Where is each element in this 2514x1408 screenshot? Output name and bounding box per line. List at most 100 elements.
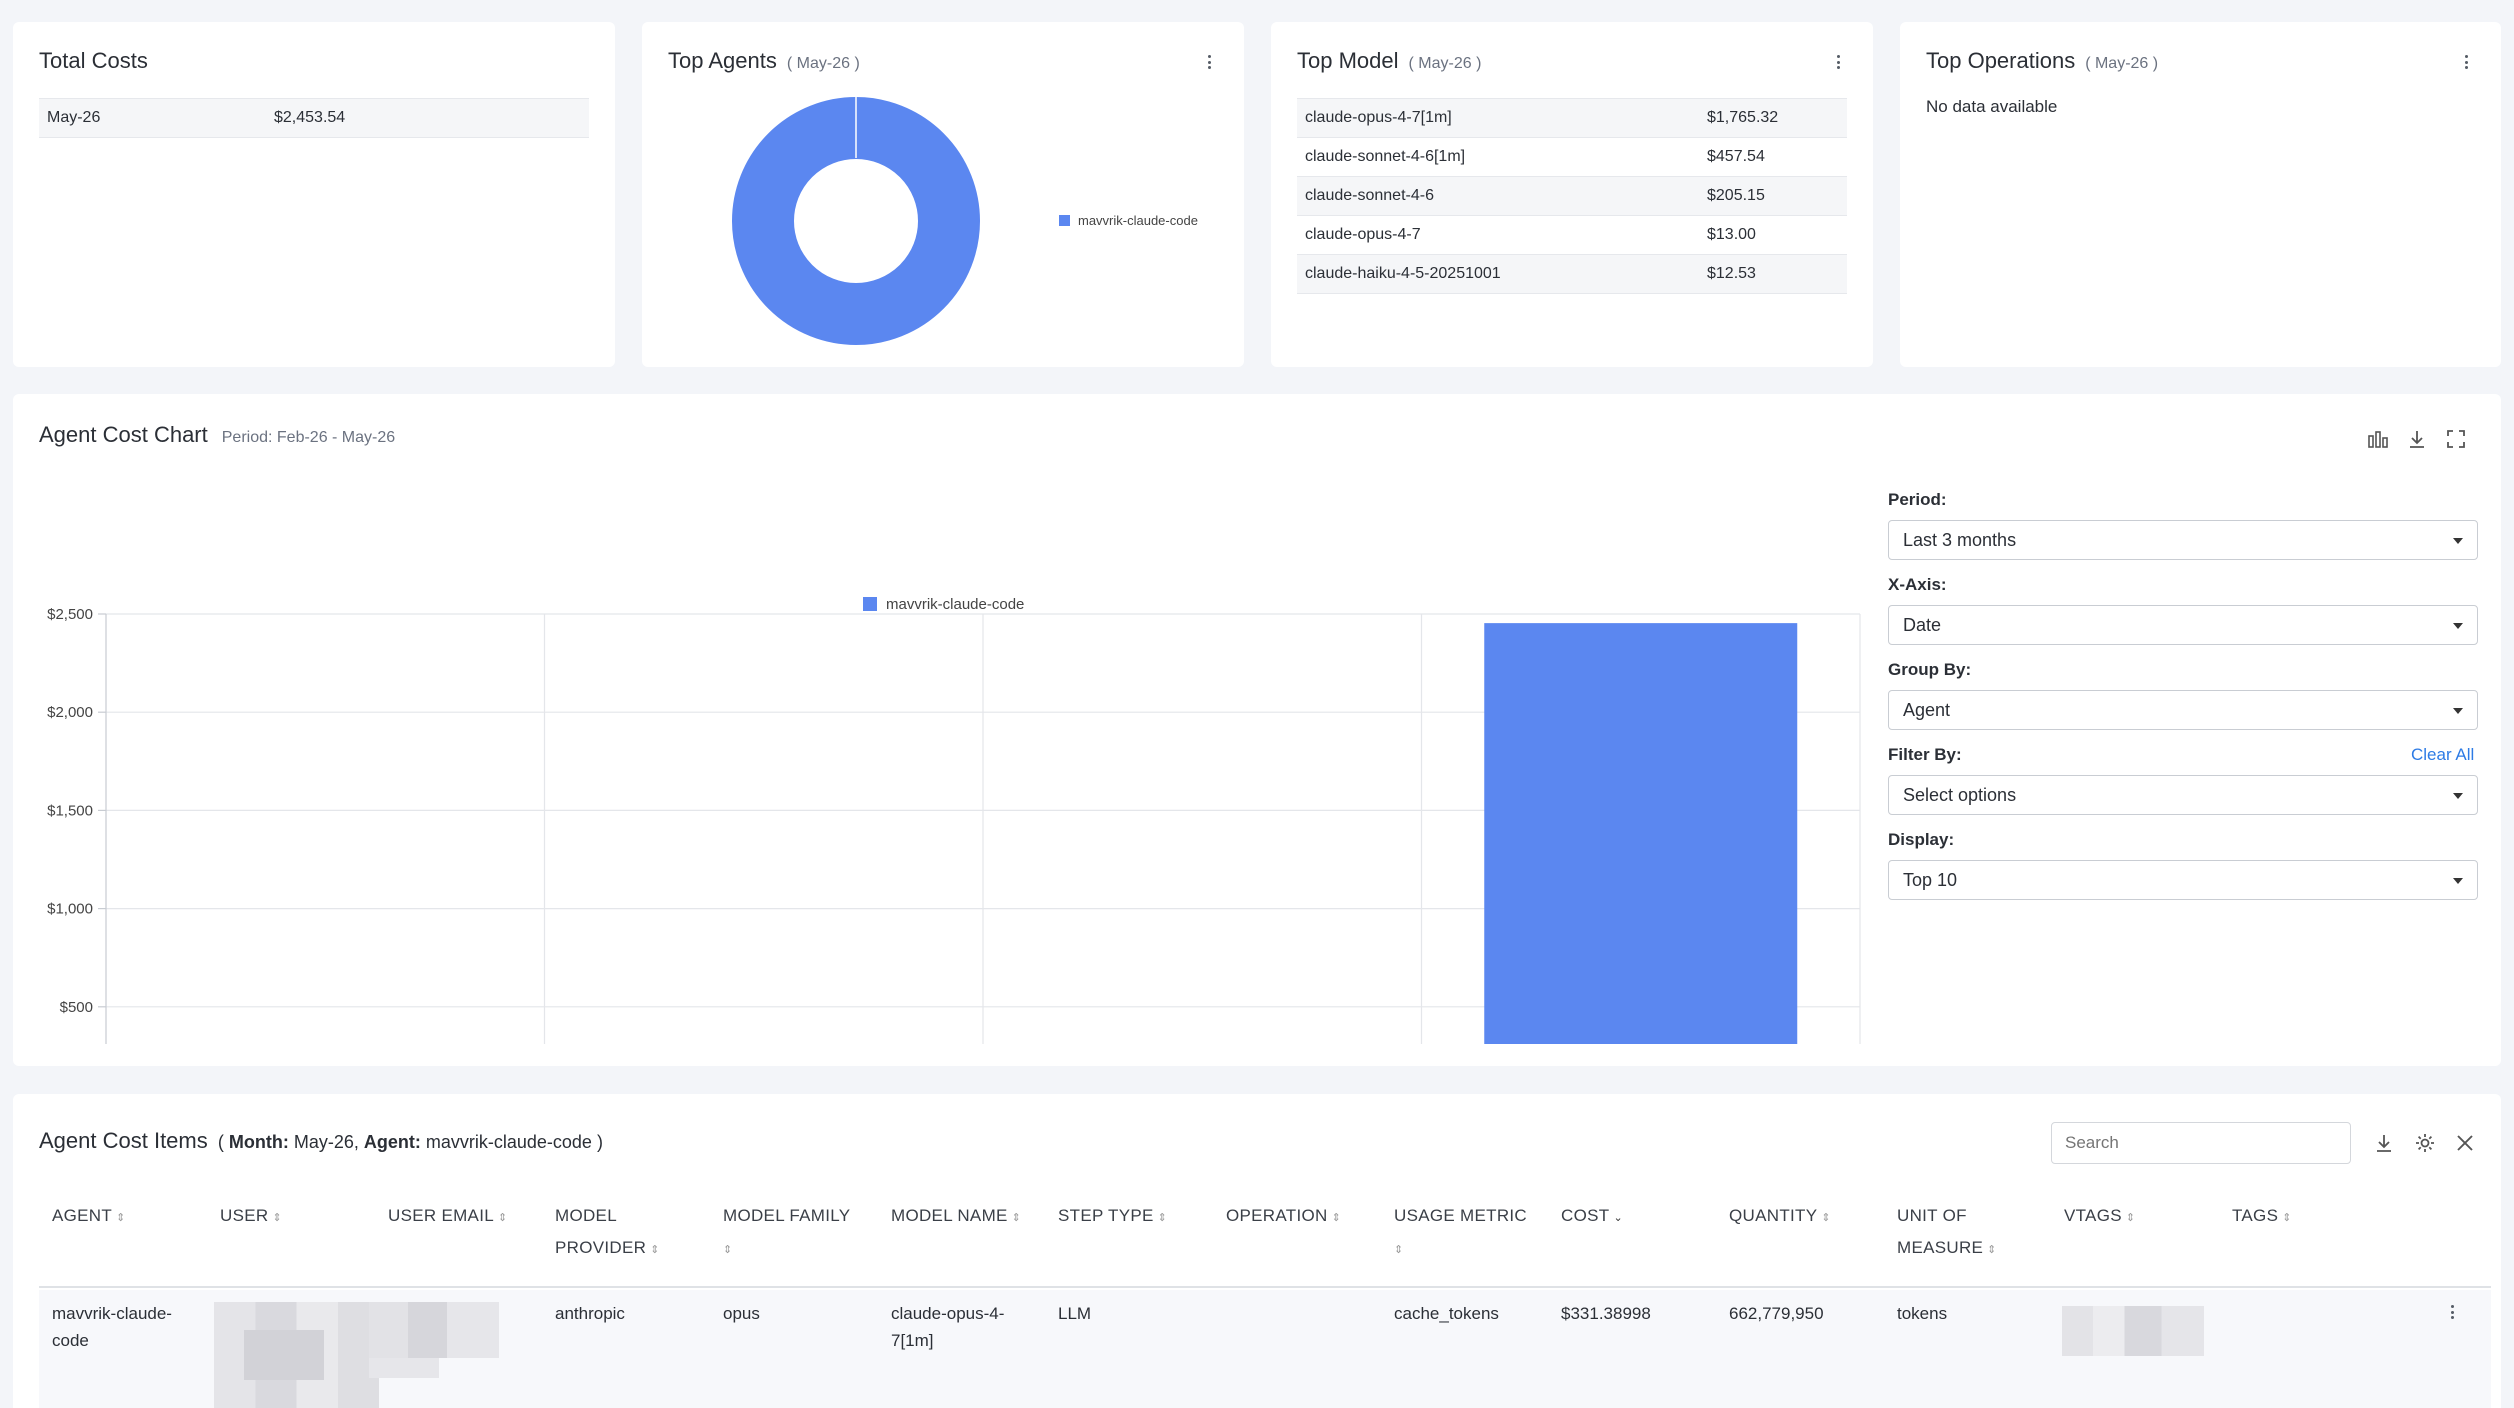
sort-icon: ⇕ <box>1011 1212 1022 1224</box>
agent-cost-chart-title-text: Agent Cost Chart <box>39 422 208 447</box>
col-unit-label-1: UNIT OF <box>1897 1206 1967 1225</box>
sort-icon: ⇕ <box>1157 1212 1168 1224</box>
top-operations-title: Top Operations ( May-26 ) <box>1926 48 2158 74</box>
y-tick-label: $2,000 <box>47 704 93 721</box>
legend-swatch <box>863 597 877 611</box>
cell-step-type: LLM <box>1058 1304 1092 1323</box>
cell-model-provider: anthropic <box>555 1304 625 1323</box>
xaxis-select[interactable]: Date <box>1888 605 2478 645</box>
top-operations-card: Top Operations ( May-26 ) No data availab… <box>1900 22 2501 367</box>
top-operations-period: ( May-26 ) <box>2085 55 2159 72</box>
top-operations-title-text: Top Operations <box>1926 48 2076 73</box>
download-icon[interactable] <box>2373 1132 2395 1154</box>
col-user-label: USER <box>220 1206 269 1225</box>
col-user-email[interactable]: USER EMAIL ⇕ <box>388 1200 508 1234</box>
col-unit-label-2: MEASURE <box>1897 1238 1984 1257</box>
y-tick-label: $1,000 <box>47 901 93 918</box>
col-quantity[interactable]: QUANTITY ⇕ <box>1729 1200 1831 1234</box>
model-name: claude-sonnet-4-6 <box>1297 176 1699 216</box>
period-select[interactable]: Last 3 months <box>1888 520 2478 560</box>
col-cost[interactable]: COST ⌄ <box>1561 1200 1623 1234</box>
cell-unit: tokens <box>1897 1304 1948 1323</box>
col-model-name[interactable]: MODEL NAME ⇕ <box>891 1200 1021 1234</box>
chevron-down-icon <box>2453 878 2463 884</box>
chevron-down-icon <box>2453 708 2463 714</box>
col-tags[interactable]: TAGS ⇕ <box>2232 1200 2292 1234</box>
sort-icon: ⇕ <box>497 1212 508 1224</box>
table-row: claude-sonnet-4-6 $205.15 <box>1297 176 1847 216</box>
redacted-user-block <box>244 1330 324 1380</box>
period-label: Period: <box>1888 490 1947 509</box>
sort-icon: ⇕ <box>116 1212 126 1224</box>
chevron-down-icon <box>2453 623 2463 629</box>
model-cost: $1,765.32 <box>1699 98 1847 138</box>
filter-agent-label: Agent: <box>363 1132 421 1152</box>
col-model-provider-label-2: PROVIDER <box>555 1238 647 1257</box>
legend-swatch <box>1059 215 1070 226</box>
agent-cost-bar-chart: $0$500$1,000$1,500$2,000$2,500Feb-26Mar-… <box>47 596 1861 1044</box>
col-model-provider[interactable]: MODEL PROVIDER ⇕ <box>555 1200 660 1266</box>
table-row[interactable]: mavvrik-claude- code anthropic opus clau… <box>39 1290 2491 1408</box>
close-icon[interactable] <box>2454 1132 2476 1154</box>
filterby-select[interactable]: Select options <box>1888 775 2478 815</box>
bar-chart-icon[interactable] <box>2367 428 2389 450</box>
top-agents-card: Top Agents ( May-26 ) mavvrik-claude-code <box>642 22 1244 367</box>
agent-cost-chart-title: Agent Cost Chart Period: Feb-26 - May-26 <box>39 422 395 448</box>
total-costs-card: Total Costs May-26 $2,453.54 <box>13 22 615 367</box>
col-unit-of-measure[interactable]: UNIT OF MEASURE ⇕ <box>1897 1200 1997 1266</box>
col-cost-label: COST <box>1561 1206 1610 1225</box>
cell-agent-line-2: code <box>52 1331 89 1350</box>
top-model-period: ( May-26 ) <box>1408 55 1482 72</box>
top-model-title: Top Model ( May-26 ) <box>1297 48 1481 74</box>
groupby-select[interactable]: Agent <box>1888 690 2478 730</box>
total-costs-title: Total Costs <box>39 48 148 73</box>
col-model-family-label: MODEL FAMILY <box>723 1206 851 1225</box>
display-select[interactable]: Top 10 <box>1888 860 2478 900</box>
col-agent[interactable]: AGENT ⇕ <box>52 1200 126 1234</box>
top-agents-donut[interactable]: mavvrik-claude-code <box>642 22 1244 367</box>
no-data-message: No data available <box>1926 97 2058 116</box>
cell-usage-metric: cache_tokens <box>1394 1304 1499 1323</box>
sort-icon: ⇕ <box>1987 1244 1997 1256</box>
top-agents-menu-icon[interactable] <box>1206 52 1212 72</box>
agent-cost-chart-card: Agent Cost Chart Period: Feb-26 - May-26 … <box>13 394 2501 1066</box>
legend-label: mavvrik-claude-code <box>1078 213 1198 228</box>
agent-cost-items-filter: ( Month: May-26, Agent: mavvrik-claude-c… <box>218 1132 603 1152</box>
col-user[interactable]: USER ⇕ <box>220 1200 282 1234</box>
download-icon[interactable] <box>2406 428 2428 450</box>
y-tick-label: $2,500 <box>47 606 93 623</box>
cell-model-family: opus <box>723 1304 760 1323</box>
table-row: May-26 $2,453.54 <box>39 98 589 138</box>
xaxis-label: X-Axis: <box>1888 575 1947 594</box>
filter-month-label: Month: <box>228 1132 289 1152</box>
gear-icon[interactable] <box>2414 1132 2436 1154</box>
cell-cost: $331.38998 <box>1561 1304 1651 1323</box>
clear-all-link[interactable]: Clear All <box>2411 745 2475 764</box>
search-input[interactable] <box>2051 1122 2351 1164</box>
top-operations-menu-icon[interactable] <box>2463 52 2469 72</box>
col-step-type[interactable]: STEP TYPE ⇕ <box>1058 1200 1167 1234</box>
model-name: claude-haiku-4-5-20251001 <box>1297 254 1699 294</box>
col-model-family[interactable]: MODEL FAMILY ⇕ <box>723 1200 850 1266</box>
model-cost: $13.00 <box>1699 215 1847 255</box>
top-model-menu-icon[interactable] <box>1835 52 1841 72</box>
filter-open-paren: ( <box>217 1132 229 1152</box>
total-costs-month: May-26 <box>39 98 266 138</box>
col-operation[interactable]: OPERATION ⇕ <box>1226 1200 1341 1234</box>
agent-cost-items-title-text: Agent Cost Items <box>39 1128 208 1153</box>
redacted-email <box>369 1302 499 1358</box>
top-model-table: claude-opus-4-7[1m] $1,765.32 claude-sonn… <box>1297 98 1847 294</box>
xaxis-select-value: Date <box>1903 615 1942 635</box>
display-select-value: Top 10 <box>1903 870 1958 890</box>
y-tick-label: $500 <box>60 999 93 1016</box>
display-label: Display: <box>1888 830 1955 849</box>
col-tags-label: TAGS <box>2232 1206 2279 1225</box>
filterby-select-value: Select options <box>1903 785 2017 805</box>
row-menu-icon[interactable] <box>2449 1302 2455 1322</box>
col-vtags[interactable]: VTAGS ⇕ <box>2064 1200 2135 1234</box>
fullscreen-icon[interactable] <box>2445 428 2467 450</box>
col-usage-metric[interactable]: USAGE METRIC ⇕ <box>1394 1200 1527 1266</box>
table-row: claude-opus-4-7[1m] $1,765.32 <box>1297 98 1847 138</box>
model-cost: $205.15 <box>1699 176 1847 216</box>
model-cost: $12.53 <box>1699 254 1847 294</box>
